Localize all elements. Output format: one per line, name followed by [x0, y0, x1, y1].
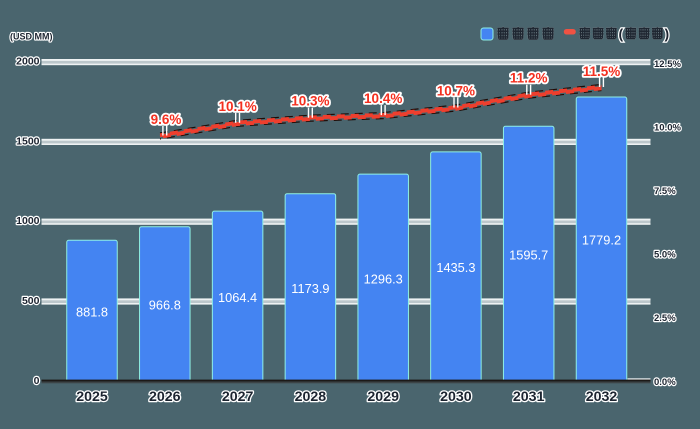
svg-text:(USD MM): (USD MM) [10, 32, 53, 42]
svg-text:2.5%: 2.5% [654, 313, 676, 324]
svg-text:2000: 2000 [16, 56, 40, 68]
svg-text:10.7%: 10.7% [437, 84, 475, 99]
svg-text:500: 500 [22, 295, 40, 307]
svg-text:881.8: 881.8 [76, 304, 108, 319]
svg-text:1595.7: 1595.7 [509, 247, 548, 262]
svg-text:12.5%: 12.5% [654, 59, 681, 70]
svg-text:0.0%: 0.0% [654, 377, 676, 388]
svg-text:): ) [665, 26, 670, 42]
svg-text:1779.2: 1779.2 [582, 233, 621, 248]
svg-text:11.5%: 11.5% [583, 64, 621, 79]
svg-text:2029: 2029 [367, 389, 399, 405]
svg-text:1500: 1500 [16, 135, 40, 147]
svg-text:2027: 2027 [222, 389, 254, 405]
svg-text:5.0%: 5.0% [654, 250, 676, 261]
svg-text:2028: 2028 [295, 389, 327, 405]
svg-text:2032: 2032 [586, 389, 618, 405]
svg-text:2030: 2030 [440, 389, 472, 405]
svg-text:10.0%: 10.0% [654, 122, 681, 133]
svg-text:966.8: 966.8 [149, 298, 181, 313]
svg-text:1296.3: 1296.3 [364, 271, 403, 286]
svg-text:0: 0 [34, 375, 40, 387]
svg-text:1000: 1000 [16, 215, 40, 227]
svg-text:10.4%: 10.4% [364, 91, 402, 106]
svg-text:2026: 2026 [149, 389, 181, 405]
svg-text:10.3%: 10.3% [291, 94, 329, 109]
svg-text:(: ( [619, 26, 624, 42]
svg-text:11.2%: 11.2% [510, 71, 548, 86]
svg-text:7.5%: 7.5% [654, 186, 676, 197]
svg-text:1064.4: 1064.4 [218, 290, 257, 305]
svg-text:1435.3: 1435.3 [436, 260, 475, 275]
svg-text:2025: 2025 [76, 389, 108, 405]
svg-text:9.6%: 9.6% [151, 112, 182, 127]
svg-text:10.1%: 10.1% [218, 99, 256, 114]
svg-text:1173.9: 1173.9 [291, 281, 329, 296]
svg-text:2031: 2031 [513, 389, 545, 405]
